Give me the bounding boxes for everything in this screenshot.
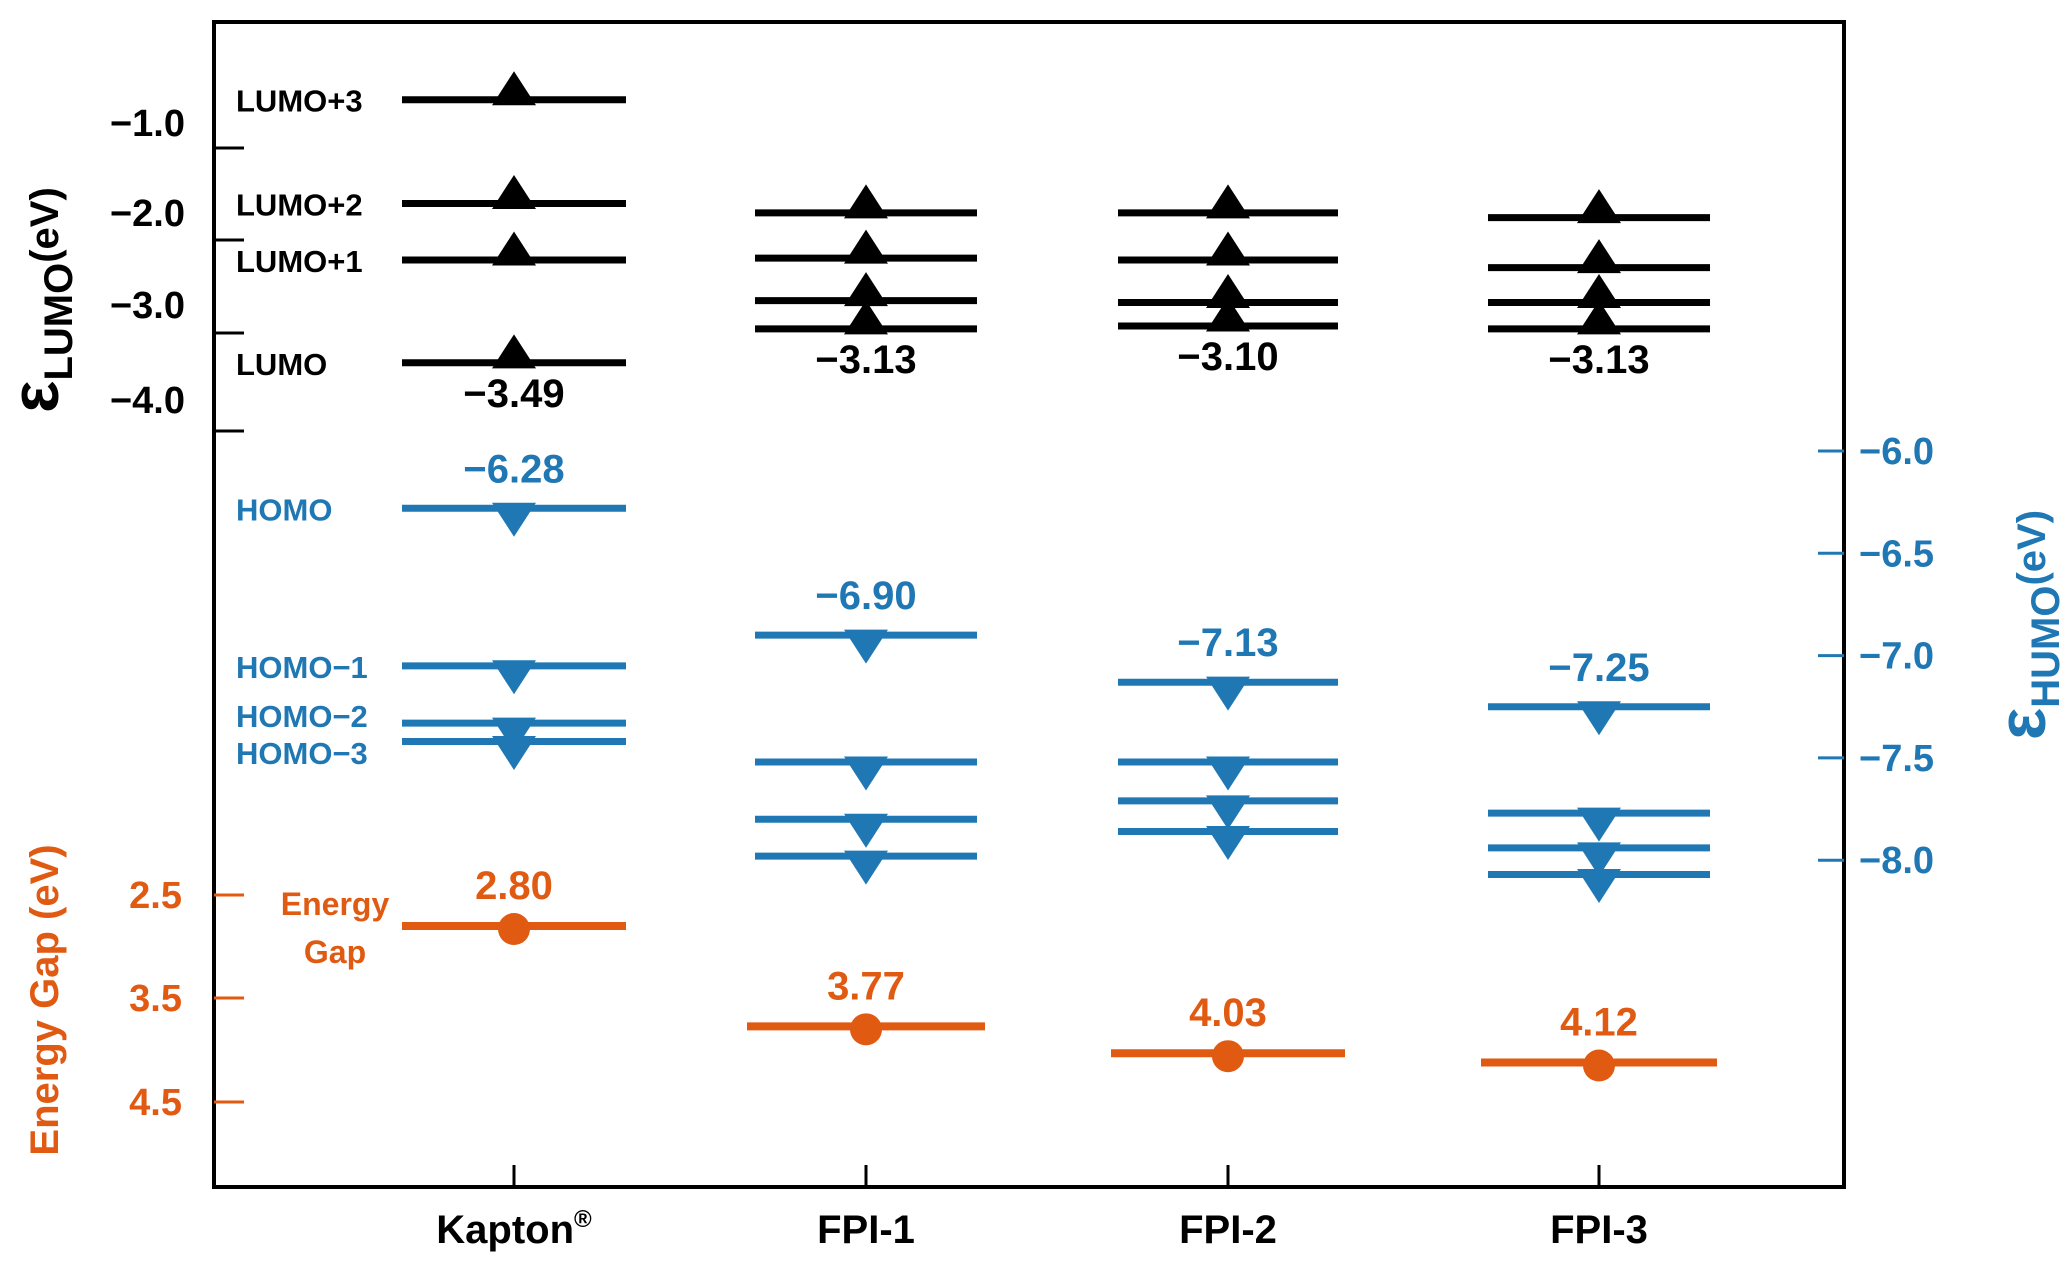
lumo-level-name: LUMO — [236, 347, 327, 382]
homo-value-label: −6.90 — [815, 574, 916, 618]
homo-level-name: HOMO−3 — [236, 736, 368, 771]
category-label: FPI-1 — [817, 1208, 915, 1252]
homo-triangle-marker — [1577, 842, 1621, 877]
lumo-triangle-marker — [1206, 297, 1250, 332]
homo-triangle-marker — [1577, 701, 1621, 736]
homo-triangle-marker — [1206, 826, 1250, 861]
lumo-axis-title: εLUMO(eV) — [0, 187, 81, 413]
homo-triangle-marker — [492, 502, 536, 537]
homo-axis-tick-label: −8.0 — [1859, 840, 1934, 882]
homo-triangle-marker — [1206, 756, 1250, 791]
homo-axis-tick-label: −7.5 — [1859, 738, 1934, 780]
homo-triangle-marker — [1206, 676, 1250, 711]
energy-gap-circle-marker — [1583, 1049, 1615, 1082]
axes — [214, 146, 1844, 1187]
homo-axis-tick-label: −6.5 — [1859, 533, 1934, 575]
homo-axis-tick-label: −7.0 — [1859, 636, 1934, 678]
homo-value-label: −6.28 — [463, 447, 564, 491]
homo-triangle-marker — [844, 756, 888, 791]
lumo-level-name: LUMO+2 — [236, 187, 363, 222]
lumo-triangle-marker — [1577, 189, 1621, 224]
lumo-axis-tick-label: −4.0 — [110, 380, 185, 422]
lumo-level-name: LUMO+3 — [236, 84, 363, 119]
chart-text: −3.49 −3.13 −3.10 −3.13 −6.28 −6.90 −7.13 −7.25… — [0, 84, 2068, 1252]
energy-gap-circle-marker — [1212, 1040, 1244, 1073]
category-label: Kapton® — [436, 1206, 592, 1252]
homo-axis-subscript: HUMO — [2024, 586, 2068, 708]
homo-triangle-marker — [1206, 795, 1250, 830]
homo-triangle-marker — [844, 629, 888, 664]
level-lines — [402, 96, 1717, 1067]
lumo-triangle-marker — [492, 231, 536, 266]
lumo-value-label: −3.13 — [1548, 338, 1649, 382]
energy-gap-value-label: 3.77 — [827, 964, 905, 1008]
homo-triangle-marker — [492, 736, 536, 771]
homo-value-label: −7.25 — [1548, 646, 1649, 690]
lumo-triangle-marker — [492, 334, 536, 369]
lumo-triangle-marker — [1577, 239, 1621, 274]
lumo-value-label: −3.49 — [463, 372, 564, 416]
category-superscript: ® — [574, 1206, 592, 1233]
lumo-triangle-marker — [1577, 300, 1621, 335]
energy-gap-value-label: 4.03 — [1189, 991, 1267, 1035]
lumo-axis-subscript: LUMO — [37, 263, 81, 381]
homo-level-name: HOMO — [236, 492, 332, 527]
lumo-axis-symbol: ε — [0, 381, 73, 413]
gap-axis-tick-label: 2.5 — [129, 875, 182, 917]
gap-axis-tick-label: 4.5 — [129, 1082, 182, 1124]
homo-level-name: HOMO−2 — [236, 699, 368, 734]
lumo-value-label: −3.13 — [815, 338, 916, 382]
lumo-axis-tick-label: −3.0 — [110, 285, 185, 327]
gap-axis-title: Energy Gap (eV) — [23, 844, 67, 1155]
lumo-triangle-marker — [1577, 273, 1621, 308]
homo-triangle-marker — [1577, 807, 1621, 842]
energy-gap-circle-marker — [498, 913, 530, 946]
energy-gap-name-line1: Energy — [281, 886, 390, 922]
homo-triangle-marker — [492, 717, 536, 752]
lumo-level-name: LUMO+1 — [236, 244, 363, 279]
energy-gap-circle-marker — [850, 1013, 882, 1046]
lumo-value-label: −3.10 — [1177, 335, 1278, 379]
lumo-axis-unit: (eV) — [23, 187, 67, 263]
homo-triangle-marker — [1577, 869, 1621, 904]
homo-axis-tick-label: −6.0 — [1859, 431, 1934, 473]
lumo-triangle-marker — [844, 184, 888, 219]
energy-gap-name-line2: Gap — [304, 934, 366, 970]
lumo-triangle-marker — [844, 272, 888, 307]
lumo-triangle-marker — [1206, 273, 1250, 308]
category-label: FPI-2 — [1179, 1208, 1277, 1252]
energy-gap-value-label: 2.80 — [475, 864, 553, 908]
plot-frame — [212, 20, 1846, 1189]
homo-triangle-marker — [844, 813, 888, 848]
category-label: FPI-3 — [1550, 1208, 1648, 1252]
lumo-axis-tick-label: −2.0 — [110, 193, 185, 235]
homo-axis-title: εHUMO(eV) — [1984, 510, 2068, 740]
lumo-triangle-marker — [492, 174, 536, 209]
gap-axis-tick-label: 3.5 — [129, 978, 182, 1020]
energy-gap-value-label: 4.12 — [1560, 1001, 1638, 1045]
homo-triangle-marker — [492, 660, 536, 695]
lumo-triangle-marker — [1206, 231, 1250, 266]
lumo-triangle-marker — [844, 229, 888, 264]
lumo-triangle-marker — [1206, 184, 1250, 219]
lumo-triangle-marker — [844, 300, 888, 335]
level-markers — [492, 71, 1621, 1082]
homo-axis-unit: (eV) — [2010, 510, 2054, 586]
lumo-axis-tick-label: −1.0 — [110, 103, 185, 145]
homo-level-name: HOMO−1 — [236, 650, 368, 685]
homo-axis-symbol: ε — [1984, 708, 2060, 740]
homo-value-label: −7.13 — [1177, 621, 1278, 665]
homo-triangle-marker — [844, 850, 888, 885]
lumo-triangle-marker — [492, 71, 536, 106]
